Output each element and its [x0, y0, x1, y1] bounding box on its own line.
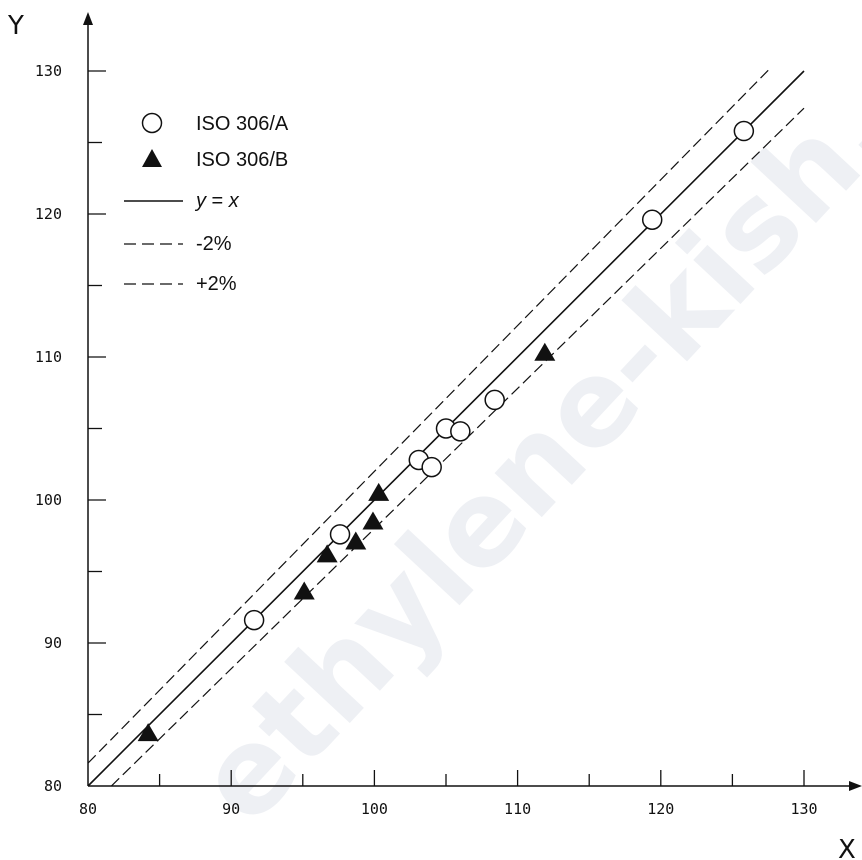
x-axis-title: X: [838, 835, 856, 860]
point-iso306a: [329, 524, 351, 545]
legend: ISO 306/A ISO 306/B y = x -2% +2%: [124, 112, 289, 295]
point-iso306b: [362, 511, 384, 530]
y-tick-label: 120: [35, 205, 62, 223]
legend-label-y-equals-x: y = x: [194, 190, 240, 212]
y-tick-label: 90: [44, 634, 62, 652]
point-iso306b: [534, 342, 556, 361]
legend-label-y: y: [194, 190, 207, 212]
legend-marker-circle: [141, 112, 163, 134]
x-tick-label: 130: [790, 800, 817, 818]
legend-label-iso306b: ISO 306/B: [196, 149, 288, 171]
point-iso306b: [316, 544, 338, 563]
point-iso306a: [450, 421, 471, 442]
x-tick-label: 110: [504, 800, 531, 818]
point-iso306b: [293, 581, 315, 600]
point-iso306a: [421, 456, 442, 478]
point-iso306b: [345, 531, 367, 550]
legend-label-plus2: +2%: [196, 273, 237, 295]
x-tick-label: 120: [647, 800, 674, 818]
y-axis-title: Y: [7, 11, 24, 41]
x-tick-label: 80: [79, 800, 97, 818]
y-tick-label: 100: [35, 491, 62, 509]
point-iso306b: [368, 482, 390, 501]
x-axis-arrow: [849, 781, 862, 791]
point-iso306b: [137, 723, 159, 742]
y-tick-label: 130: [35, 62, 62, 80]
y-axis-ticks: 80 90 100 110 120 130: [35, 62, 106, 795]
legend-label-minus2: -2%: [196, 233, 232, 255]
legend-label-equals: =: [206, 190, 229, 212]
data-points: [137, 120, 755, 742]
point-iso306a: [733, 120, 755, 142]
x-tick-label: 100: [361, 800, 388, 818]
line-minus-2-percent: [110, 107, 805, 787]
x-tick-label: 90: [222, 800, 240, 818]
line-plus-2-percent: [87, 69, 769, 764]
point-iso306a: [641, 209, 663, 230]
axes: [83, 12, 862, 791]
y-tick-label: 110: [35, 348, 62, 366]
legend-marker-triangle: [142, 149, 162, 167]
y-tick-label: 80: [44, 777, 62, 795]
y-axis-arrow: [83, 12, 93, 25]
point-iso306a: [243, 609, 265, 631]
legend-label-iso306a: ISO 306/A: [196, 113, 289, 135]
point-iso306a: [484, 389, 505, 411]
x-axis-ticks: 80 90 100 110 120 130: [79, 770, 818, 818]
legend-label-x: x: [228, 190, 240, 212]
